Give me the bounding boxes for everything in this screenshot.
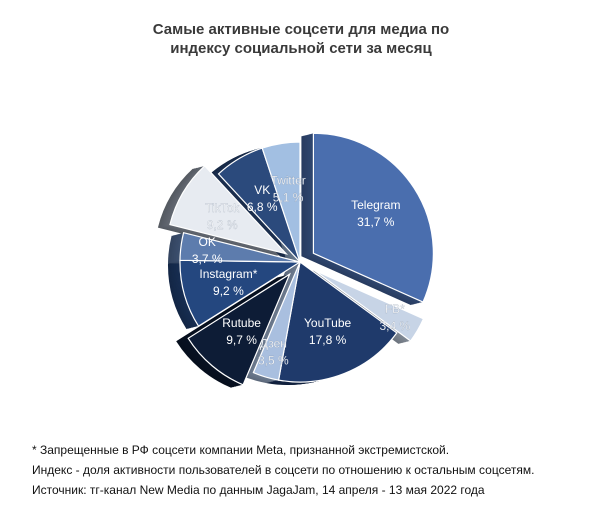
slice-fb <box>313 269 425 342</box>
slice-label-instagram: Instagram* <box>199 267 257 281</box>
slice-label-twitter: Twitter <box>270 174 305 188</box>
slice-label-youtube: YouTube <box>304 316 351 330</box>
slice-label-ok: OK <box>199 235 216 249</box>
slice-ok <box>179 231 301 263</box>
slice-tiktok <box>169 164 289 255</box>
slice-value-instagram: 9,2 % <box>213 284 244 298</box>
slice-value-tiktok: 9,2 % <box>207 218 238 232</box>
slice-value-rutube: 9,7 % <box>226 333 257 347</box>
chart-title-line-1: Самые активные соцсети для медиа по <box>152 21 450 38</box>
slice-value-vk: 6,8 % <box>247 200 278 214</box>
footnotes: * Запрещенные в РФ соцсети компании Meta… <box>32 440 592 500</box>
slice-value-дзен: 3,5 % <box>258 354 289 368</box>
chart-title: Самые активные соцсети для медиа по инде… <box>0 20 602 58</box>
slice-label-rutube: Rutube <box>222 316 261 330</box>
slice-value-twitter: 5,1 % <box>273 191 304 205</box>
slice-telegram <box>312 132 434 303</box>
footnote-meta: * Запрещенные в РФ соцсети компании Meta… <box>32 443 450 457</box>
slice-youtube <box>277 260 398 383</box>
slice-value-fb: 3,4 % <box>379 319 410 333</box>
slice-label-дзен: Дзен <box>260 337 287 351</box>
slice-label-fb: FB* <box>385 302 405 316</box>
slice-value-telegram: 31,7 % <box>357 215 395 229</box>
slice-label-tiktok: TikTok <box>205 201 240 215</box>
slice-label-vk: VK <box>254 183 270 197</box>
slice-twitter <box>261 141 301 263</box>
slice-дзен <box>252 261 301 381</box>
slice-value-ok: 3,7 % <box>192 252 223 266</box>
footnote-index: Индекс - доля активности пользователей в… <box>32 463 535 477</box>
slice-label-telegram: Telegram <box>351 198 400 212</box>
chart-title-line-2: индексу социальной сети за месяц <box>170 40 432 57</box>
slice-rutube <box>187 272 291 386</box>
footnote-source: Источник: тг-канал New Media по данным J… <box>32 483 485 497</box>
slice-value-youtube: 17,8 % <box>309 333 347 347</box>
